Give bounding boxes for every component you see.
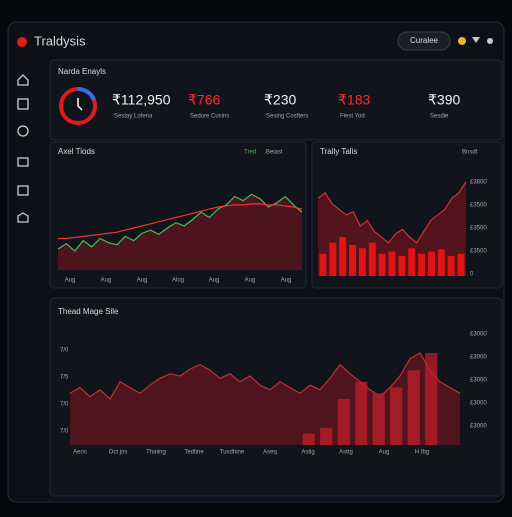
nav-list[interactable] [17, 98, 29, 110]
axis-label: 7/0 [60, 348, 69, 354]
axis-label: £3000 [470, 424, 487, 430]
summary-panel [49, 59, 503, 141]
sidebar [17, 74, 29, 223]
area [58, 194, 302, 270]
nav-bank[interactable] [17, 212, 29, 223]
gauge-accent [77, 86, 96, 101]
axis-label: Aug [379, 450, 390, 456]
axis-label: Aug [245, 278, 256, 284]
bar [320, 427, 333, 445]
bar [329, 242, 337, 276]
axis-label: Aseq [263, 450, 277, 456]
tag[interactable]: Beiast [266, 150, 283, 156]
axis-label: £3000 [470, 401, 487, 407]
axis-label: 7/0 [60, 429, 69, 435]
bar [302, 433, 315, 445]
bar [428, 251, 435, 276]
panel-title: Axel Tiods [58, 147, 95, 156]
gauge-needle [77, 98, 83, 111]
button[interactable] [397, 31, 451, 51]
axis-label: Aug [101, 278, 112, 284]
line [69, 352, 461, 400]
axis-label: 7/0 [60, 402, 69, 408]
line [317, 181, 467, 244]
stat-label: Sesing Cosfters [266, 114, 308, 120]
stat-label: Sestay Lofena [114, 114, 153, 120]
line [57, 193, 303, 252]
axis-label: Aug [209, 278, 220, 284]
bar [418, 253, 426, 276]
axis-label: Thaiing [146, 450, 166, 456]
axis-label: £3000 [470, 378, 487, 384]
settings-icon[interactable] [487, 38, 493, 44]
bar [408, 248, 416, 276]
nav-lock[interactable] [17, 157, 29, 167]
bar [378, 253, 386, 276]
axis-label: Aug [137, 278, 148, 284]
bar [358, 248, 366, 276]
bar [398, 256, 406, 276]
bar [457, 253, 465, 276]
axis-label: Tedtine [184, 450, 204, 456]
axis-label: £3000 [470, 355, 487, 361]
bar [339, 237, 347, 276]
axis-label: £3800 [470, 180, 487, 186]
stat-value: ₹766 [188, 92, 220, 108]
user-icon[interactable] [458, 37, 466, 45]
tag[interactable]: Bnsdt [462, 150, 478, 156]
bar [447, 256, 455, 276]
stat-label: Sesdie [430, 114, 449, 120]
stat-value: ₹390 [428, 92, 460, 108]
stat-label: Sedore Cusins [190, 114, 229, 120]
tag[interactable]: Tred [244, 150, 256, 156]
stat-value: ₹183 [338, 92, 370, 108]
axis-label: £3500 [470, 249, 487, 255]
stat-value: ₹112,950 [112, 92, 171, 108]
bar [407, 370, 420, 445]
axis-label: Oct jos [109, 450, 128, 456]
bar [372, 393, 385, 445]
panel-title: Trally Talis [320, 147, 357, 156]
nav-box[interactable] [17, 185, 29, 196]
logo [17, 37, 27, 47]
bar [337, 399, 350, 445]
stat-label: Fiest Yod [340, 114, 365, 120]
axis-label: Aeos [73, 450, 87, 456]
nav-home[interactable] [17, 74, 29, 86]
axis-label: Alog [172, 278, 184, 284]
axis-label: Astig [301, 450, 314, 456]
panel-title: Thead Mage Sile [58, 307, 119, 316]
axis-label: £3000 [470, 332, 487, 338]
summary-title: Narda Enayls [58, 67, 106, 76]
bar [319, 253, 327, 276]
axis-label: Aug [281, 278, 292, 284]
axis-label: H Ibg [415, 450, 429, 456]
axis-label: 0 [470, 272, 474, 278]
panel [49, 141, 307, 289]
filter-icon[interactable] [472, 37, 480, 43]
axis-label: £3500 [470, 226, 487, 232]
bar [388, 251, 396, 276]
axis-label: 7/5 [60, 375, 69, 381]
axis-label: £3500 [470, 203, 487, 209]
axis-label: Asttg [339, 450, 353, 456]
axis-label: Tusdhine [220, 450, 245, 456]
brand: Traldysis [34, 33, 86, 48]
bar [355, 381, 368, 445]
nav-bulb[interactable] [17, 125, 29, 137]
bar [437, 249, 445, 276]
bar [425, 353, 438, 445]
bar [390, 387, 403, 445]
stat-value: ₹230 [264, 92, 296, 108]
line [58, 203, 303, 240]
bar [368, 242, 376, 276]
button-label: Curalee [410, 36, 439, 45]
bar [349, 244, 356, 276]
axis-label: Aug [65, 278, 76, 284]
